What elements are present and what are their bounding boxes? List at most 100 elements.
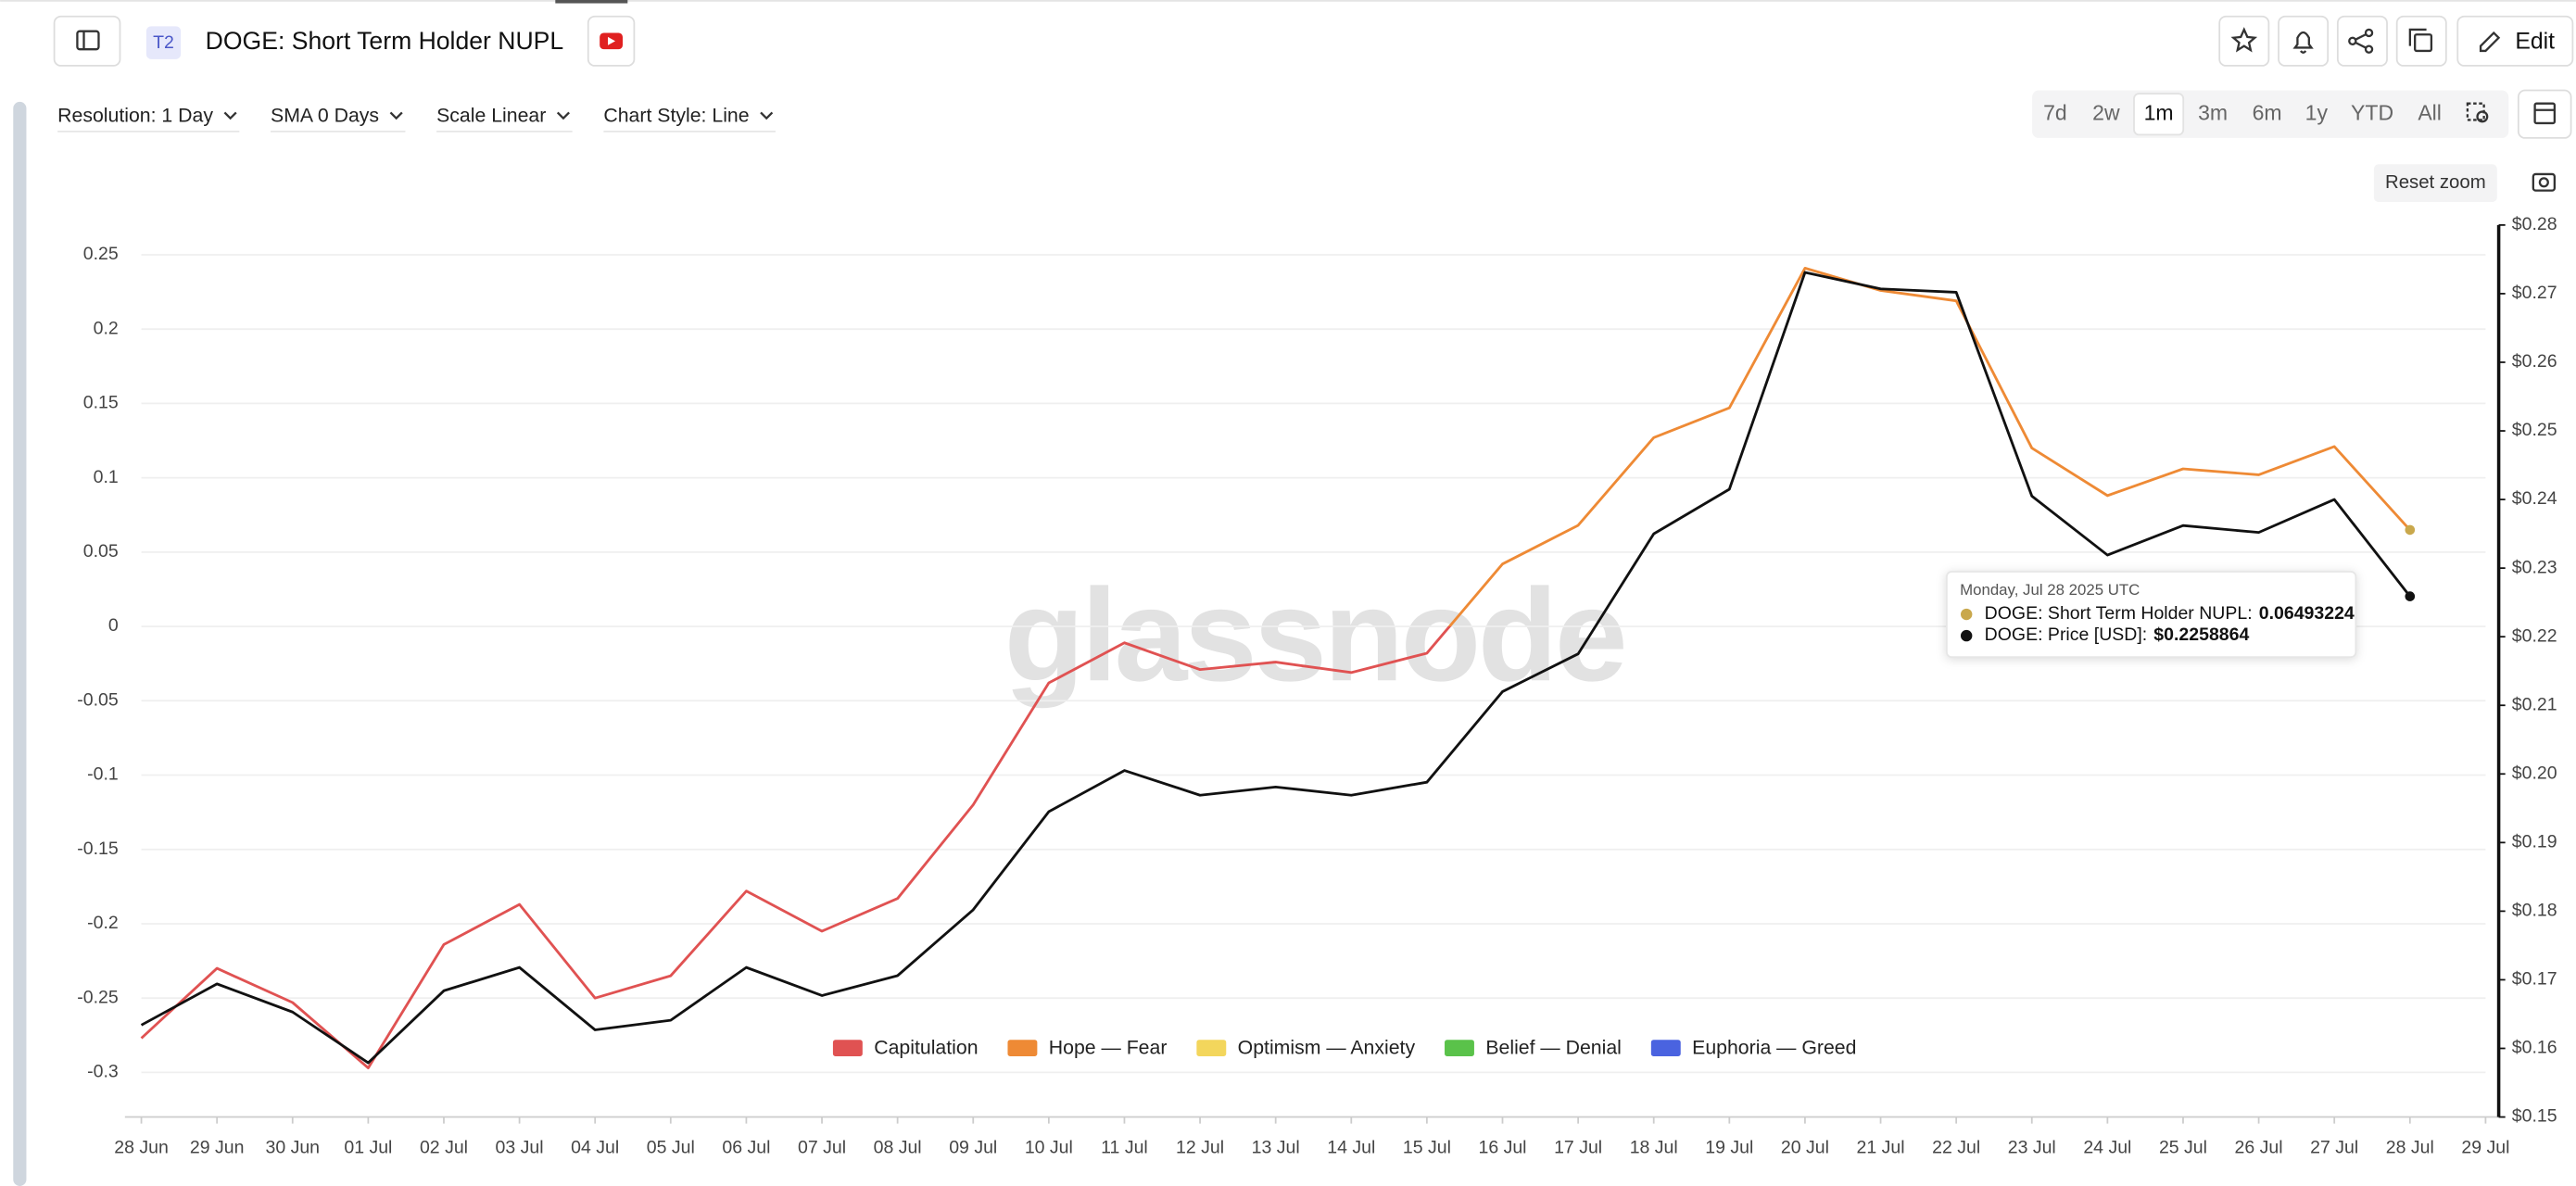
screenshot-button[interactable] — [2532, 172, 2557, 192]
dropdown[interactable]: Scale Linear — [436, 104, 573, 132]
share-button[interactable] — [2336, 15, 2388, 67]
legend-swatch — [1445, 1040, 1474, 1056]
range-button[interactable]: All — [2418, 100, 2442, 124]
x-tick-label: 23 Jul — [2008, 1137, 2056, 1157]
legend-label: Belief — Denial — [1485, 1037, 1622, 1059]
y2-tick-label: $0.20 — [2512, 763, 2557, 783]
tooltip-dot — [1960, 608, 1973, 621]
scrollbar[interactable] — [13, 101, 27, 1186]
legend-swatch — [1650, 1040, 1681, 1056]
alert-button[interactable] — [2278, 15, 2330, 67]
youtube-button[interactable] — [587, 15, 636, 67]
tooltip-date: Monday, Jul 28 2025 UTC — [1960, 581, 2140, 599]
x-tick-label: 29 Jun — [190, 1137, 245, 1157]
x-tick-label: 08 Jul — [874, 1137, 922, 1157]
x-tick-label: 22 Jul — [1932, 1137, 1980, 1157]
edit-button[interactable]: Edit — [2456, 15, 2574, 67]
x-tick-label: 17 Jul — [1554, 1137, 1602, 1157]
y2-tick-label: $0.25 — [2512, 420, 2557, 440]
range-label: YTD — [2351, 100, 2393, 124]
range-button[interactable]: 3m — [2198, 100, 2228, 124]
range-active-bg — [2133, 93, 2185, 136]
range-button[interactable]: 2w — [2092, 100, 2120, 124]
range-button[interactable]: 1m — [2133, 93, 2185, 136]
edit-label: Edit — [2515, 30, 2555, 55]
y-tick-label: 0 — [108, 615, 119, 636]
chevron — [223, 111, 237, 120]
hover-point — [2405, 591, 2416, 601]
dropdown-label: Resolution: 1 Day — [57, 104, 213, 126]
x-tick-label: 24 Jul — [2083, 1137, 2131, 1157]
copy-button[interactable] — [2395, 15, 2447, 67]
range-label: 7d — [2043, 100, 2067, 124]
dropdown-label: SMA 0 Days — [271, 104, 379, 126]
x-tick-label: 15 Jul — [1403, 1137, 1451, 1157]
legend-item[interactable]: Euphoria — Greed — [1650, 1037, 1857, 1059]
y2-tick-label: $0.27 — [2512, 283, 2557, 303]
legend-swatch — [832, 1040, 863, 1056]
star-button[interactable] — [2218, 15, 2270, 67]
x-tick-label: 10 Jul — [1025, 1137, 1073, 1157]
calendar-button[interactable] — [2517, 89, 2572, 139]
range-label: 1m — [2144, 100, 2174, 124]
x-tick-label: 19 Jul — [1705, 1137, 1753, 1157]
range-label: 3m — [2198, 100, 2228, 124]
x-tick-label: 02 Jul — [420, 1137, 468, 1157]
x-tick-label: 30 Jun — [265, 1137, 320, 1157]
legend-item[interactable]: Belief — Denial — [1445, 1037, 1622, 1059]
legend-swatch — [1196, 1040, 1227, 1056]
y-tick-label: -0.25 — [77, 987, 119, 1007]
y2-tick-label: $0.28 — [2512, 214, 2557, 234]
y-tick-label: -0.05 — [77, 689, 119, 710]
range-button[interactable]: 6m — [2253, 100, 2282, 124]
tooltip-dot — [1960, 629, 1973, 642]
range-button[interactable]: YTD — [2351, 100, 2393, 124]
badge: T2 — [153, 32, 174, 53]
y2-tick-label: $0.22 — [2512, 625, 2557, 646]
y-tick-label: 0.25 — [83, 244, 119, 264]
y2-tick-label: $0.23 — [2512, 557, 2557, 577]
tab-indicator — [555, 0, 628, 4]
x-tick-label: 21 Jul — [1857, 1137, 1905, 1157]
sidebar-button[interactable] — [53, 15, 121, 67]
x-tick-label: 13 Jul — [1252, 1137, 1300, 1157]
legend-item[interactable]: Hope — Fear — [1007, 1037, 1167, 1059]
y2-tick-label: $0.26 — [2512, 351, 2557, 372]
range-label: All — [2418, 100, 2442, 124]
y2-tick-label: $0.17 — [2512, 969, 2557, 990]
y2-tick-label: $0.16 — [2512, 1038, 2557, 1058]
dropdown[interactable]: Chart Style: Line — [603, 104, 776, 132]
tooltip: Monday, Jul 28 2025 UTC DOGE: Short Term … — [1946, 571, 2357, 659]
series-line — [140, 271, 2411, 1065]
dropdown[interactable]: Resolution: 1 Day — [57, 104, 240, 132]
x-tick-label: 16 Jul — [1478, 1137, 1526, 1157]
y-tick-label: -0.2 — [87, 913, 119, 933]
range-button[interactable]: 1y — [2305, 100, 2329, 124]
range-label: 1y — [2305, 100, 2329, 124]
x-tick-label: 03 Jul — [496, 1137, 544, 1157]
legend-label: Euphoria — Greed — [1692, 1037, 1856, 1059]
range-button[interactable]: 7d — [2043, 100, 2067, 124]
y2-tick-label: $0.24 — [2512, 488, 2557, 509]
tooltip-box — [1946, 571, 2357, 659]
badge-bg — [145, 26, 182, 59]
range-label: 2w — [2092, 100, 2120, 124]
legend-item[interactable]: Optimism — Anxiety — [1196, 1037, 1415, 1059]
x-tick-label: 14 Jul — [1327, 1137, 1375, 1157]
series-line — [140, 266, 2411, 1070]
x-tick-label: 06 Jul — [722, 1137, 770, 1157]
dropdown-label: Scale Linear — [436, 104, 546, 126]
y-tick-label: 0.1 — [94, 467, 119, 487]
zoom-select-button[interactable] — [2466, 102, 2489, 123]
x-tick-label: 09 Jul — [949, 1137, 997, 1157]
range-label: 6m — [2253, 100, 2282, 124]
chart-title: DOGE: Short Term Holder NUPL — [206, 27, 564, 55]
dropdown[interactable]: SMA 0 Days — [271, 104, 406, 132]
y-tick-label: 0.15 — [83, 393, 119, 413]
x-tick-label: 07 Jul — [798, 1137, 846, 1157]
reset-zoom-button[interactable]: Reset zoom — [2373, 164, 2497, 203]
y2-tick-label: $0.15 — [2512, 1106, 2557, 1127]
legend-item[interactable]: Capitulation — [832, 1037, 979, 1059]
ranges: 7d 2w 1m 3m 6m 1y YTD All — [2043, 93, 2442, 136]
